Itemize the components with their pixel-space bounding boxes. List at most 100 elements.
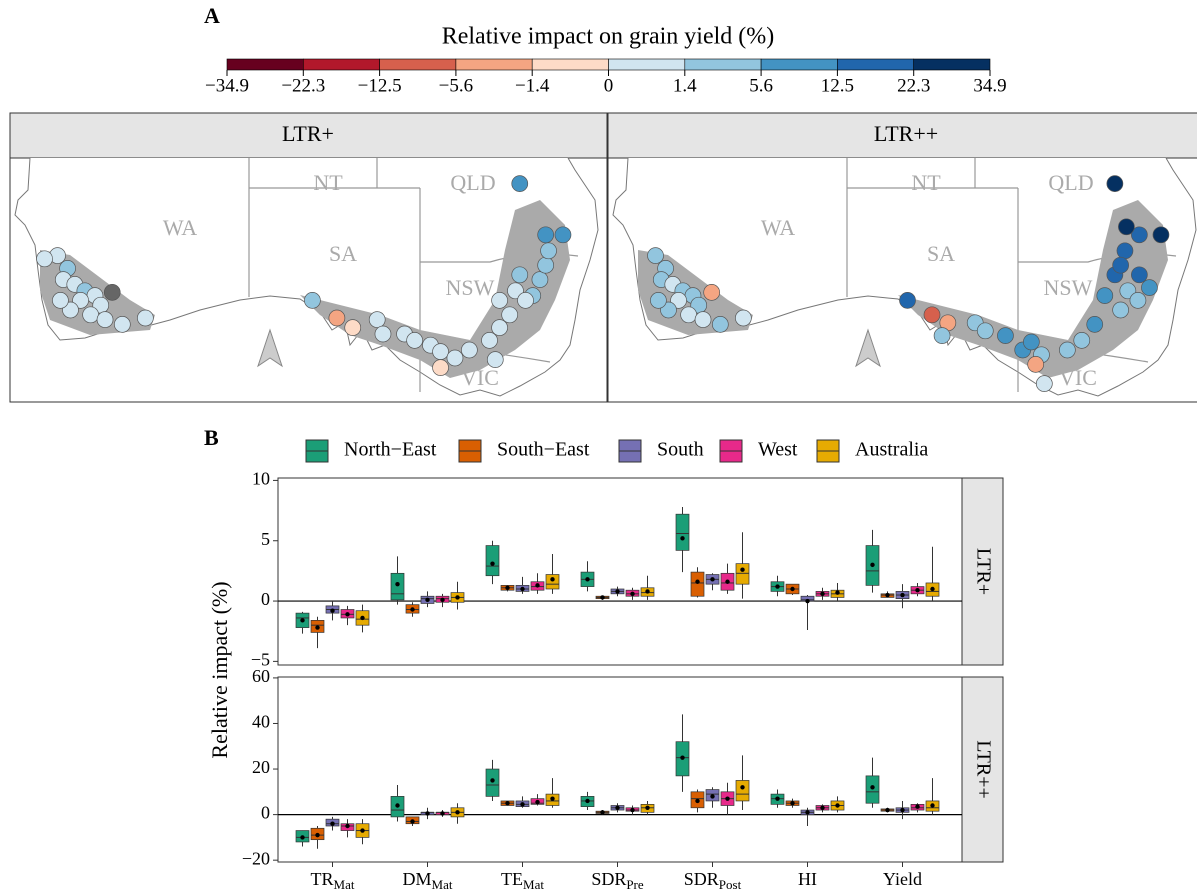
legend-label: South [657,439,704,461]
box [675,513,690,551]
legend-label: North−East [344,439,437,461]
mean-point [410,607,415,612]
colorbar-label: −22.3 [281,75,325,96]
box [865,775,880,804]
site-point [1129,292,1147,309]
site-point [103,284,121,301]
site-point [344,319,362,336]
colorbar-bin [226,58,304,71]
y-tick-label: 60 [252,666,270,686]
mean-point [455,595,460,600]
state-borders [248,158,579,392]
region-label: WA [761,215,795,240]
site-point [923,306,941,324]
mean-point [395,803,400,808]
site-point [481,332,498,349]
site-point [1118,218,1135,236]
colorbar-label: −12.5 [358,75,402,96]
site-point [432,343,449,360]
site-point [1116,242,1134,260]
site-point [511,266,529,284]
mean-point [645,589,650,594]
mean-point [535,799,540,805]
y-tick-label: −5 [251,650,270,670]
region-label: SA [927,241,955,266]
mean-point [790,801,795,806]
mean-point [900,807,905,813]
site-point [446,349,464,367]
site-point [491,319,508,336]
site-point [374,325,392,343]
strip [9,112,608,159]
colorbar-label: −5.6 [439,75,473,96]
mean-point [695,798,700,804]
site-point [52,292,69,309]
x-tick-label: TRMat [311,869,355,891]
box [545,574,560,590]
mean-point [725,579,730,584]
colorbar-title: Relative impact on grain yield (%) [442,24,775,50]
site-point [1096,287,1114,304]
colorbar-bin [608,58,686,71]
mean-point [345,823,350,829]
mean-point [585,798,590,804]
y-tick-label: 5 [261,529,270,549]
site-point [703,284,721,301]
mean-point [930,803,935,808]
mean-point [645,805,650,810]
mean-point [345,612,350,617]
site-point [1023,333,1040,351]
x-tick-label: Yield [883,869,922,889]
category: HI [798,869,817,889]
mean-point [885,592,890,598]
category: SDR [684,869,719,889]
site-point [517,292,534,309]
colorbar-label: −1.4 [515,75,550,96]
x-tick-label: SDRPost [684,869,742,891]
x-tick-label: HI [798,869,817,889]
site-point [537,256,555,274]
legend-label: Australia [855,439,928,461]
colorbar-label: 34.9 [973,75,1006,96]
site-point [1073,332,1091,349]
mean-point [425,811,430,816]
site-point [899,292,916,309]
y-tick-label: −20 [242,848,270,868]
site-point [1131,266,1148,284]
colorbar-label: 12.5 [821,75,854,96]
colorbar-label: −34.9 [205,75,249,96]
mean-point [490,778,495,783]
region-label: NSW [446,275,495,300]
site-point [82,306,99,324]
site-point [997,327,1014,344]
site-point [711,316,729,333]
mean-point [490,561,495,566]
region-label: VIC [461,365,499,390]
y-tick-label: 40 [252,712,270,732]
panel-label: B [204,425,219,450]
mean-point [550,577,555,582]
mean-point [740,785,745,790]
site-point [1131,226,1148,244]
mean-point [425,597,430,603]
north-arrow [855,328,881,368]
legend-label: South−East [497,439,590,461]
site-point [511,175,529,192]
mean-point [820,805,825,810]
site-point [694,311,712,328]
mean-point [790,586,795,592]
mean-point [695,579,700,584]
north-arrow [257,328,283,368]
mean-point [455,810,460,815]
mean-point [535,583,540,588]
site-point [368,311,386,328]
colorbar-bin [455,58,533,71]
mean-point [870,562,875,568]
cropping-area [638,200,1168,378]
box [690,571,705,597]
mean-point [440,811,445,816]
site-point [531,271,549,288]
box [485,768,500,797]
site-point [36,250,53,268]
box [735,563,750,585]
